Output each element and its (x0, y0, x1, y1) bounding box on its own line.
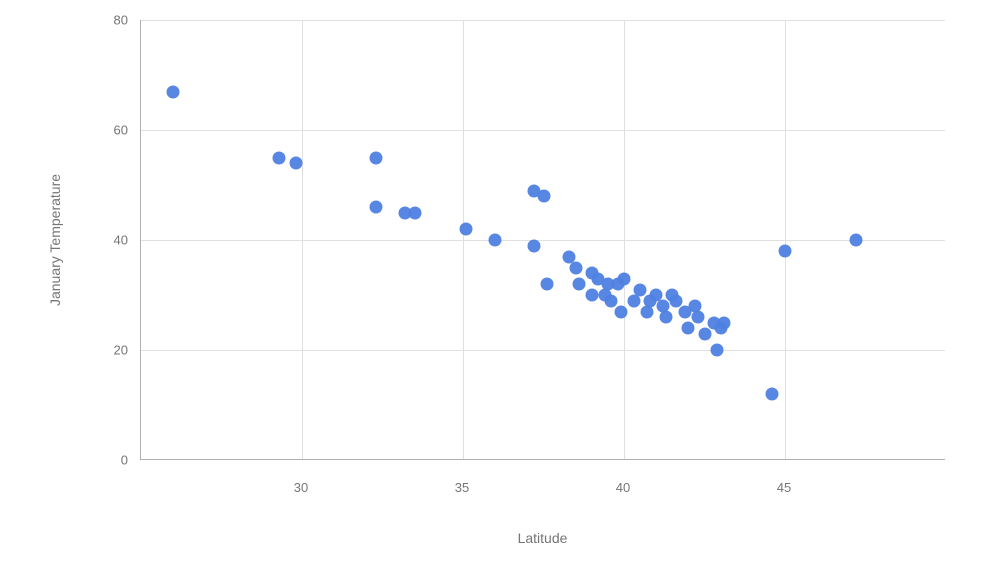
scatter-marker (370, 151, 383, 164)
gridline-horizontal (141, 240, 945, 241)
scatter-marker (640, 305, 653, 318)
y-tick-label: 0 (121, 453, 128, 468)
scatter-marker (711, 344, 724, 357)
y-tick-label: 20 (114, 343, 128, 358)
scatter-marker (634, 283, 647, 296)
x-tick-label: 35 (455, 480, 469, 495)
scatter-marker (605, 294, 618, 307)
gridline-horizontal (141, 350, 945, 351)
y-tick-label: 40 (114, 233, 128, 248)
scatter-marker (614, 305, 627, 318)
gridline-horizontal (141, 130, 945, 131)
scatter-marker (659, 311, 672, 324)
scatter-marker (717, 316, 730, 329)
scatter-marker (408, 206, 421, 219)
scatter-marker (766, 388, 779, 401)
scatter-marker (540, 278, 553, 291)
gridline-horizontal (141, 20, 945, 21)
scatter-marker (669, 294, 682, 307)
scatter-marker (370, 201, 383, 214)
y-tick-label: 60 (114, 123, 128, 138)
scatter-marker (779, 245, 792, 258)
scatter-marker (618, 272, 631, 285)
scatter-marker (849, 234, 862, 247)
scatter-marker (167, 85, 180, 98)
scatter-marker (692, 311, 705, 324)
scatter-marker (698, 327, 711, 340)
scatter-marker (527, 239, 540, 252)
scatter-marker (537, 190, 550, 203)
x-tick-label: 30 (294, 480, 308, 495)
y-tick-label: 80 (114, 13, 128, 28)
scatter-marker (572, 278, 585, 291)
scatter-marker (273, 151, 286, 164)
scatter-chart: January Temperature Latitude 30 35 40 45 0 20… (0, 0, 988, 570)
scatter-marker (569, 261, 582, 274)
scatter-marker (489, 234, 502, 247)
x-tick-label: 45 (777, 480, 791, 495)
plot-area (140, 20, 945, 460)
x-axis-label: Latitude (518, 530, 568, 546)
y-axis-label: January Temperature (47, 174, 63, 306)
x-tick-label: 40 (616, 480, 630, 495)
scatter-marker (585, 289, 598, 302)
scatter-marker (460, 223, 473, 236)
scatter-marker (682, 322, 695, 335)
scatter-marker (289, 157, 302, 170)
